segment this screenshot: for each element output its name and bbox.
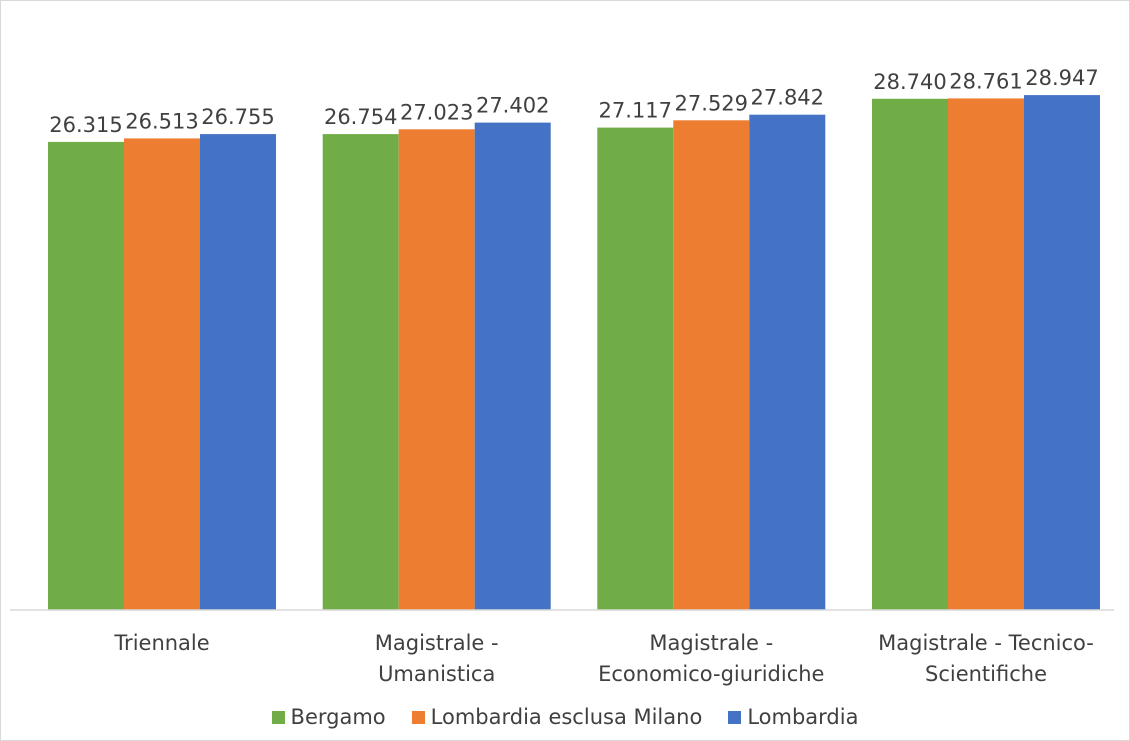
data-label-lombardia-3: 27.842 bbox=[751, 86, 824, 110]
legend-label-lombardia: Lombardia bbox=[747, 705, 859, 729]
bar-bergamo-3 bbox=[597, 127, 674, 610]
data-label-lombardia-4: 28.947 bbox=[1025, 66, 1098, 90]
data-label-bergamo-1: 26.315 bbox=[49, 113, 122, 137]
bars-group bbox=[48, 95, 1100, 611]
category-labels-group: Triennale Magistrale -UmanisticaMagistral… bbox=[113, 631, 1094, 686]
bar-lombardia-3 bbox=[749, 114, 826, 610]
data-label-bergamo-2: 26.754 bbox=[324, 105, 397, 129]
legend: Bergamo Lombardia esclusa Milano Lombard… bbox=[0, 700, 1130, 734]
data-label-lombardia-2: 27.402 bbox=[476, 94, 549, 118]
value-labels-group: 26.315 26.513 26.755 26.754 27.023 27.402 27.1… bbox=[49, 66, 1098, 137]
legend-swatch-lombardia bbox=[728, 710, 742, 724]
data-label-bergamo-3: 27.117 bbox=[599, 99, 672, 123]
legend-item-lombardia-esclusa-milano: Lombardia esclusa Milano bbox=[411, 705, 703, 729]
data-label-lombardia-esclusa-milano-2: 27.023 bbox=[400, 100, 473, 124]
category-label-line: Magistrale - Tecnico- bbox=[878, 631, 1094, 655]
category-label-1: Triennale bbox=[113, 631, 209, 655]
bar-bergamo-1 bbox=[48, 141, 124, 610]
legend-label-bergamo: Bergamo bbox=[290, 705, 386, 729]
bar-lombardia-esclusa-milano-2 bbox=[398, 129, 475, 611]
category-label-line: Umanistica bbox=[378, 662, 495, 686]
legend-item-lombardia: Lombardia bbox=[728, 705, 858, 729]
category-label-line: Triennale bbox=[113, 631, 209, 655]
category-label-line: Economico-giuridiche bbox=[598, 662, 824, 686]
legend-label-lombardia-esclusa-milano: Lombardia esclusa Milano bbox=[430, 705, 703, 729]
legend-item-bergamo: Bergamo bbox=[271, 705, 386, 729]
bar-lombardia-esclusa-milano-1 bbox=[124, 138, 200, 610]
legend-swatch-lombardia-esclusa-milano bbox=[411, 710, 425, 724]
data-label-lombardia-esclusa-milano-3: 27.529 bbox=[675, 91, 748, 115]
category-label-line: Magistrale - bbox=[649, 631, 773, 655]
data-label-lombardia-esclusa-milano-4: 28.761 bbox=[949, 69, 1022, 93]
bar-lombardia-esclusa-milano-4 bbox=[948, 98, 1024, 611]
bar-lombardia-4 bbox=[1024, 95, 1100, 611]
category-label-4: Magistrale - Tecnico- Scientifiche bbox=[878, 631, 1094, 686]
bar-bergamo-4 bbox=[872, 98, 948, 611]
category-label-3: Magistrale - Economico-giuridiche bbox=[598, 631, 824, 686]
data-label-bergamo-4: 28.740 bbox=[873, 70, 946, 94]
category-label-line: Magistrale - bbox=[375, 631, 499, 655]
legend-swatch-bergamo bbox=[271, 710, 285, 724]
category-label-line: Scientifiche bbox=[925, 662, 1047, 686]
bar-lombardia-2 bbox=[474, 122, 551, 610]
category-label-2: Magistrale - Umanistica bbox=[375, 631, 499, 686]
bar-bergamo-2 bbox=[322, 134, 399, 610]
data-label-lombardia-esclusa-milano-1: 26.513 bbox=[125, 109, 198, 133]
data-label-lombardia-1: 26.755 bbox=[201, 105, 274, 129]
bar-lombardia-1 bbox=[200, 134, 276, 610]
bar-lombardia-esclusa-milano-3 bbox=[673, 120, 750, 611]
